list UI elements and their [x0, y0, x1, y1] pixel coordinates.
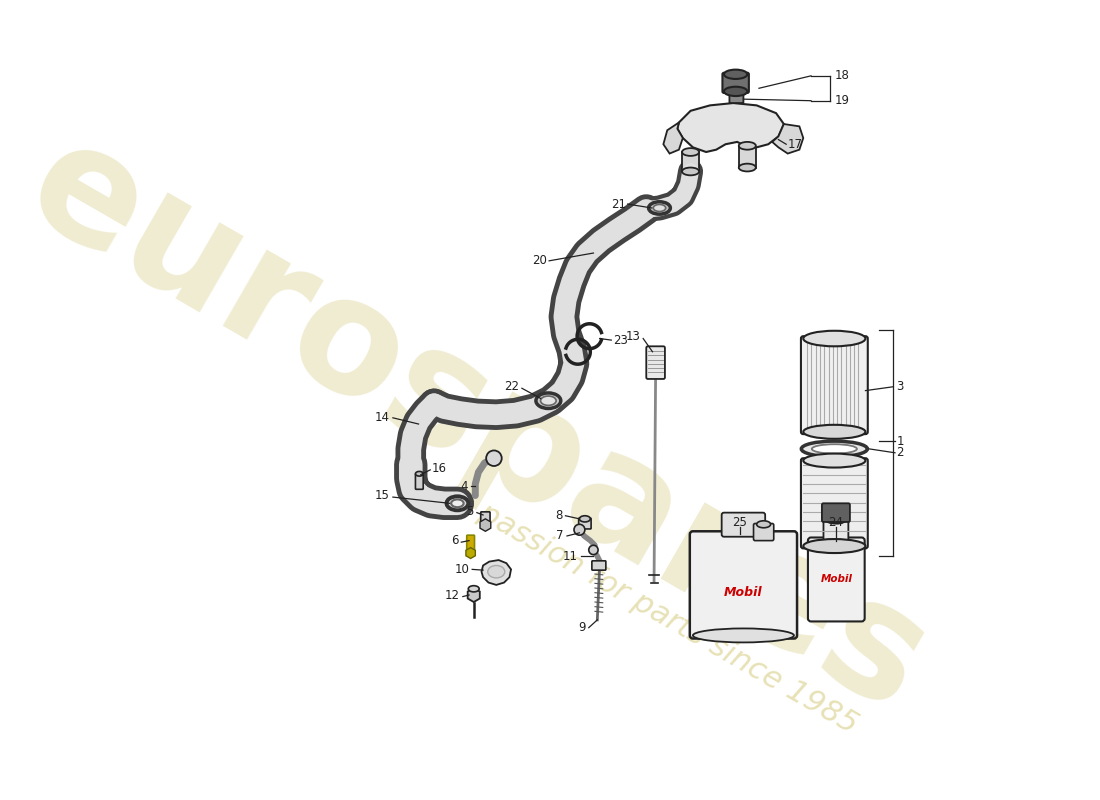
- Text: 1: 1: [896, 434, 904, 448]
- Ellipse shape: [682, 167, 700, 175]
- Text: 18: 18: [835, 70, 849, 82]
- Text: 3: 3: [896, 380, 904, 394]
- Text: 12: 12: [444, 589, 460, 602]
- Text: 15: 15: [375, 489, 389, 502]
- Text: 10: 10: [454, 563, 469, 576]
- Text: 5: 5: [466, 505, 474, 518]
- Text: 8: 8: [556, 510, 562, 522]
- Ellipse shape: [739, 164, 756, 171]
- Ellipse shape: [724, 86, 747, 96]
- Text: 7: 7: [557, 530, 564, 542]
- Text: 11: 11: [563, 550, 578, 562]
- Text: 25: 25: [733, 516, 747, 530]
- Ellipse shape: [469, 586, 480, 592]
- Text: 22: 22: [505, 380, 519, 394]
- Circle shape: [588, 546, 598, 554]
- FancyArrow shape: [682, 152, 700, 171]
- Text: 24: 24: [828, 516, 844, 530]
- FancyBboxPatch shape: [729, 90, 744, 103]
- Text: 20: 20: [532, 254, 547, 267]
- FancyBboxPatch shape: [807, 538, 865, 622]
- Ellipse shape: [487, 566, 505, 578]
- Text: 14: 14: [375, 411, 389, 424]
- FancyBboxPatch shape: [723, 73, 749, 93]
- Polygon shape: [772, 124, 803, 154]
- FancyBboxPatch shape: [754, 523, 773, 541]
- Text: 9: 9: [579, 621, 585, 634]
- FancyBboxPatch shape: [801, 336, 868, 434]
- Ellipse shape: [812, 444, 857, 454]
- Text: 13: 13: [625, 330, 640, 343]
- Polygon shape: [466, 548, 475, 558]
- Ellipse shape: [649, 202, 670, 214]
- Text: 6: 6: [451, 534, 459, 547]
- Ellipse shape: [540, 396, 557, 406]
- Ellipse shape: [803, 330, 866, 346]
- Text: 23: 23: [613, 334, 628, 346]
- Text: eurospares: eurospares: [1, 106, 953, 745]
- FancyBboxPatch shape: [690, 531, 798, 638]
- Ellipse shape: [653, 205, 666, 211]
- Text: 16: 16: [432, 462, 447, 475]
- Text: a passion for parts since 1985: a passion for parts since 1985: [449, 484, 862, 740]
- FancyBboxPatch shape: [592, 561, 606, 570]
- FancyBboxPatch shape: [481, 512, 491, 524]
- Ellipse shape: [693, 629, 794, 642]
- Polygon shape: [468, 588, 480, 602]
- Ellipse shape: [803, 425, 866, 438]
- Ellipse shape: [451, 499, 463, 507]
- Ellipse shape: [416, 471, 424, 476]
- Ellipse shape: [803, 539, 866, 553]
- FancyBboxPatch shape: [466, 535, 474, 552]
- Text: 4: 4: [460, 480, 467, 493]
- Ellipse shape: [447, 496, 469, 510]
- Circle shape: [574, 524, 585, 535]
- Polygon shape: [480, 519, 491, 531]
- Ellipse shape: [739, 142, 756, 150]
- Ellipse shape: [724, 70, 747, 79]
- Polygon shape: [678, 103, 784, 152]
- Ellipse shape: [825, 514, 847, 523]
- FancyBboxPatch shape: [416, 474, 424, 490]
- Ellipse shape: [682, 148, 700, 156]
- Ellipse shape: [757, 521, 771, 528]
- Polygon shape: [482, 560, 512, 585]
- Text: 17: 17: [788, 138, 803, 150]
- Text: 21: 21: [612, 198, 626, 210]
- Polygon shape: [663, 122, 683, 154]
- FancyBboxPatch shape: [801, 458, 868, 548]
- Ellipse shape: [801, 441, 868, 457]
- FancyBboxPatch shape: [822, 503, 850, 522]
- FancyBboxPatch shape: [579, 518, 591, 529]
- Circle shape: [486, 450, 502, 466]
- FancyBboxPatch shape: [824, 518, 848, 542]
- FancyBboxPatch shape: [647, 346, 664, 379]
- Text: Mobil: Mobil: [821, 574, 852, 585]
- Text: 2: 2: [896, 446, 904, 459]
- FancyBboxPatch shape: [722, 513, 766, 537]
- Ellipse shape: [536, 393, 561, 409]
- FancyArrow shape: [739, 146, 756, 167]
- Text: 19: 19: [835, 94, 849, 107]
- Ellipse shape: [803, 454, 866, 467]
- Ellipse shape: [580, 516, 591, 522]
- Text: Mobil: Mobil: [724, 586, 762, 599]
